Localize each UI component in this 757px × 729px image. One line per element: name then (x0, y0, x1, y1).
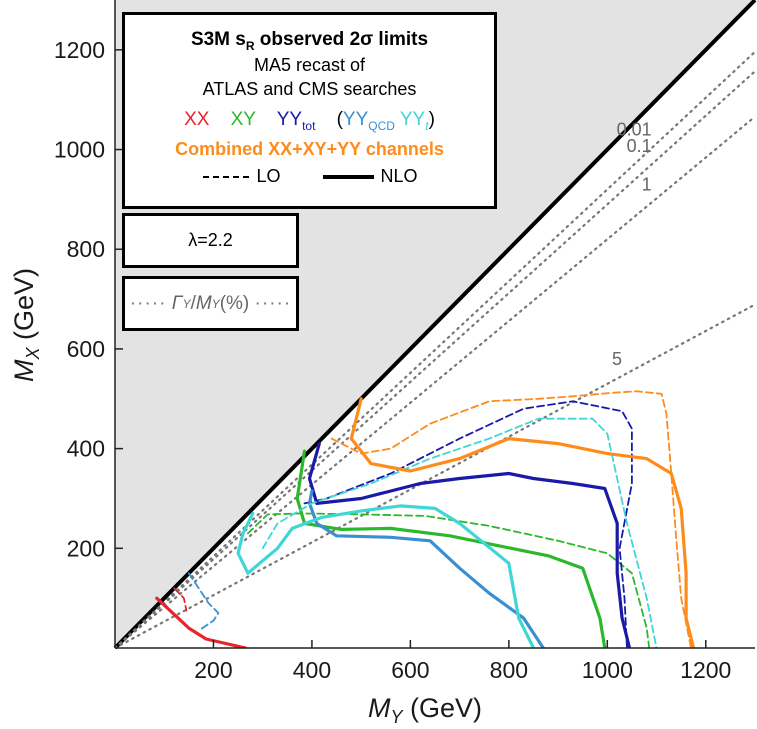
width-contour-line (115, 70, 755, 648)
series-xx-nlo (155, 596, 248, 648)
legend-yyqcd: YYQCD (342, 108, 395, 133)
y-tick-label: 800 (67, 236, 105, 262)
x-tick-label: 1200 (680, 657, 731, 683)
series-layer (155, 390, 696, 648)
series-yy_tot-nlo (307, 442, 632, 648)
x-tick-label: 800 (490, 657, 528, 683)
y-ticks: 200 400 600 800 1000 1200 (54, 37, 123, 561)
y-tick-label: 200 (67, 535, 105, 561)
width-contours: 0.010.1 1 5 (115, 50, 755, 648)
series-yy_qcd-nlo (307, 489, 545, 648)
legend-yyt: YYt (399, 108, 429, 133)
legend-combined: Combined XX+XY+YY channels (175, 138, 444, 159)
series-combined-lo (330, 390, 692, 648)
legend-line-styles: LO NLO (125, 166, 494, 187)
y-tick-label: 1200 (54, 37, 105, 63)
series-xy-nlo (295, 449, 607, 648)
y-tick-label: 600 (67, 336, 105, 362)
series-combined-nlo (349, 397, 696, 648)
lo-dashed-sample (203, 175, 250, 178)
legend-xx: XX (184, 108, 210, 130)
legend-subtitle-1: MA5 recast of (253, 54, 366, 75)
y-axis-title: MX (GeV) (9, 268, 43, 382)
legend-lo: LO (256, 165, 281, 186)
series-xx-lo (173, 587, 188, 612)
x-tick-label: 200 (194, 657, 232, 683)
width-contour-label: 1 (642, 174, 652, 194)
x-ticks: 200 400 600 800 1000 1200 (194, 640, 731, 683)
legend-subtitle-2: ATLAS and CMS searches (202, 78, 417, 99)
legend-xy: XY (230, 108, 256, 130)
width-contour-line (115, 50, 755, 648)
width-contour-label: 0.01 (617, 120, 652, 140)
x-tick-label: 600 (391, 657, 429, 683)
x-tick-label: 400 (293, 657, 331, 683)
y-tick-label: 1000 (54, 137, 105, 163)
x-tick-label: 1000 (582, 657, 633, 683)
series-xy-lo (247, 512, 651, 648)
width-contour-line (115, 303, 755, 648)
legend-channels: XX XY YYtot (YYQCD YYt) (184, 108, 435, 133)
width-contour-label: 0.1 (627, 136, 652, 156)
series-yy_t-nlo (236, 504, 536, 648)
y-tick-label: 400 (67, 436, 105, 462)
legend-title: S3M sR observed 2σ limits (190, 29, 429, 53)
series-yy_qcd-lo (187, 572, 220, 632)
diagonal-line (113, 0, 757, 650)
legend-yytot: YYtot (276, 108, 316, 133)
legend-box: S3M sR observed 2σ limits MA5 recast of … (122, 12, 497, 209)
nlo-solid-sample (322, 174, 374, 179)
series-yy_t-lo (261, 417, 658, 648)
width-contour-line (115, 115, 755, 648)
series-yy_tot-lo (303, 400, 633, 648)
x-axis-title: MY (GeV) (368, 693, 482, 727)
lambda-box: λ=2.2 (122, 213, 299, 268)
width-contour-label: 5 (612, 349, 622, 369)
width-legend-box: ····· Γ Y / M Y (%) ····· (122, 276, 299, 331)
legend-nlo: NLO (380, 165, 418, 186)
